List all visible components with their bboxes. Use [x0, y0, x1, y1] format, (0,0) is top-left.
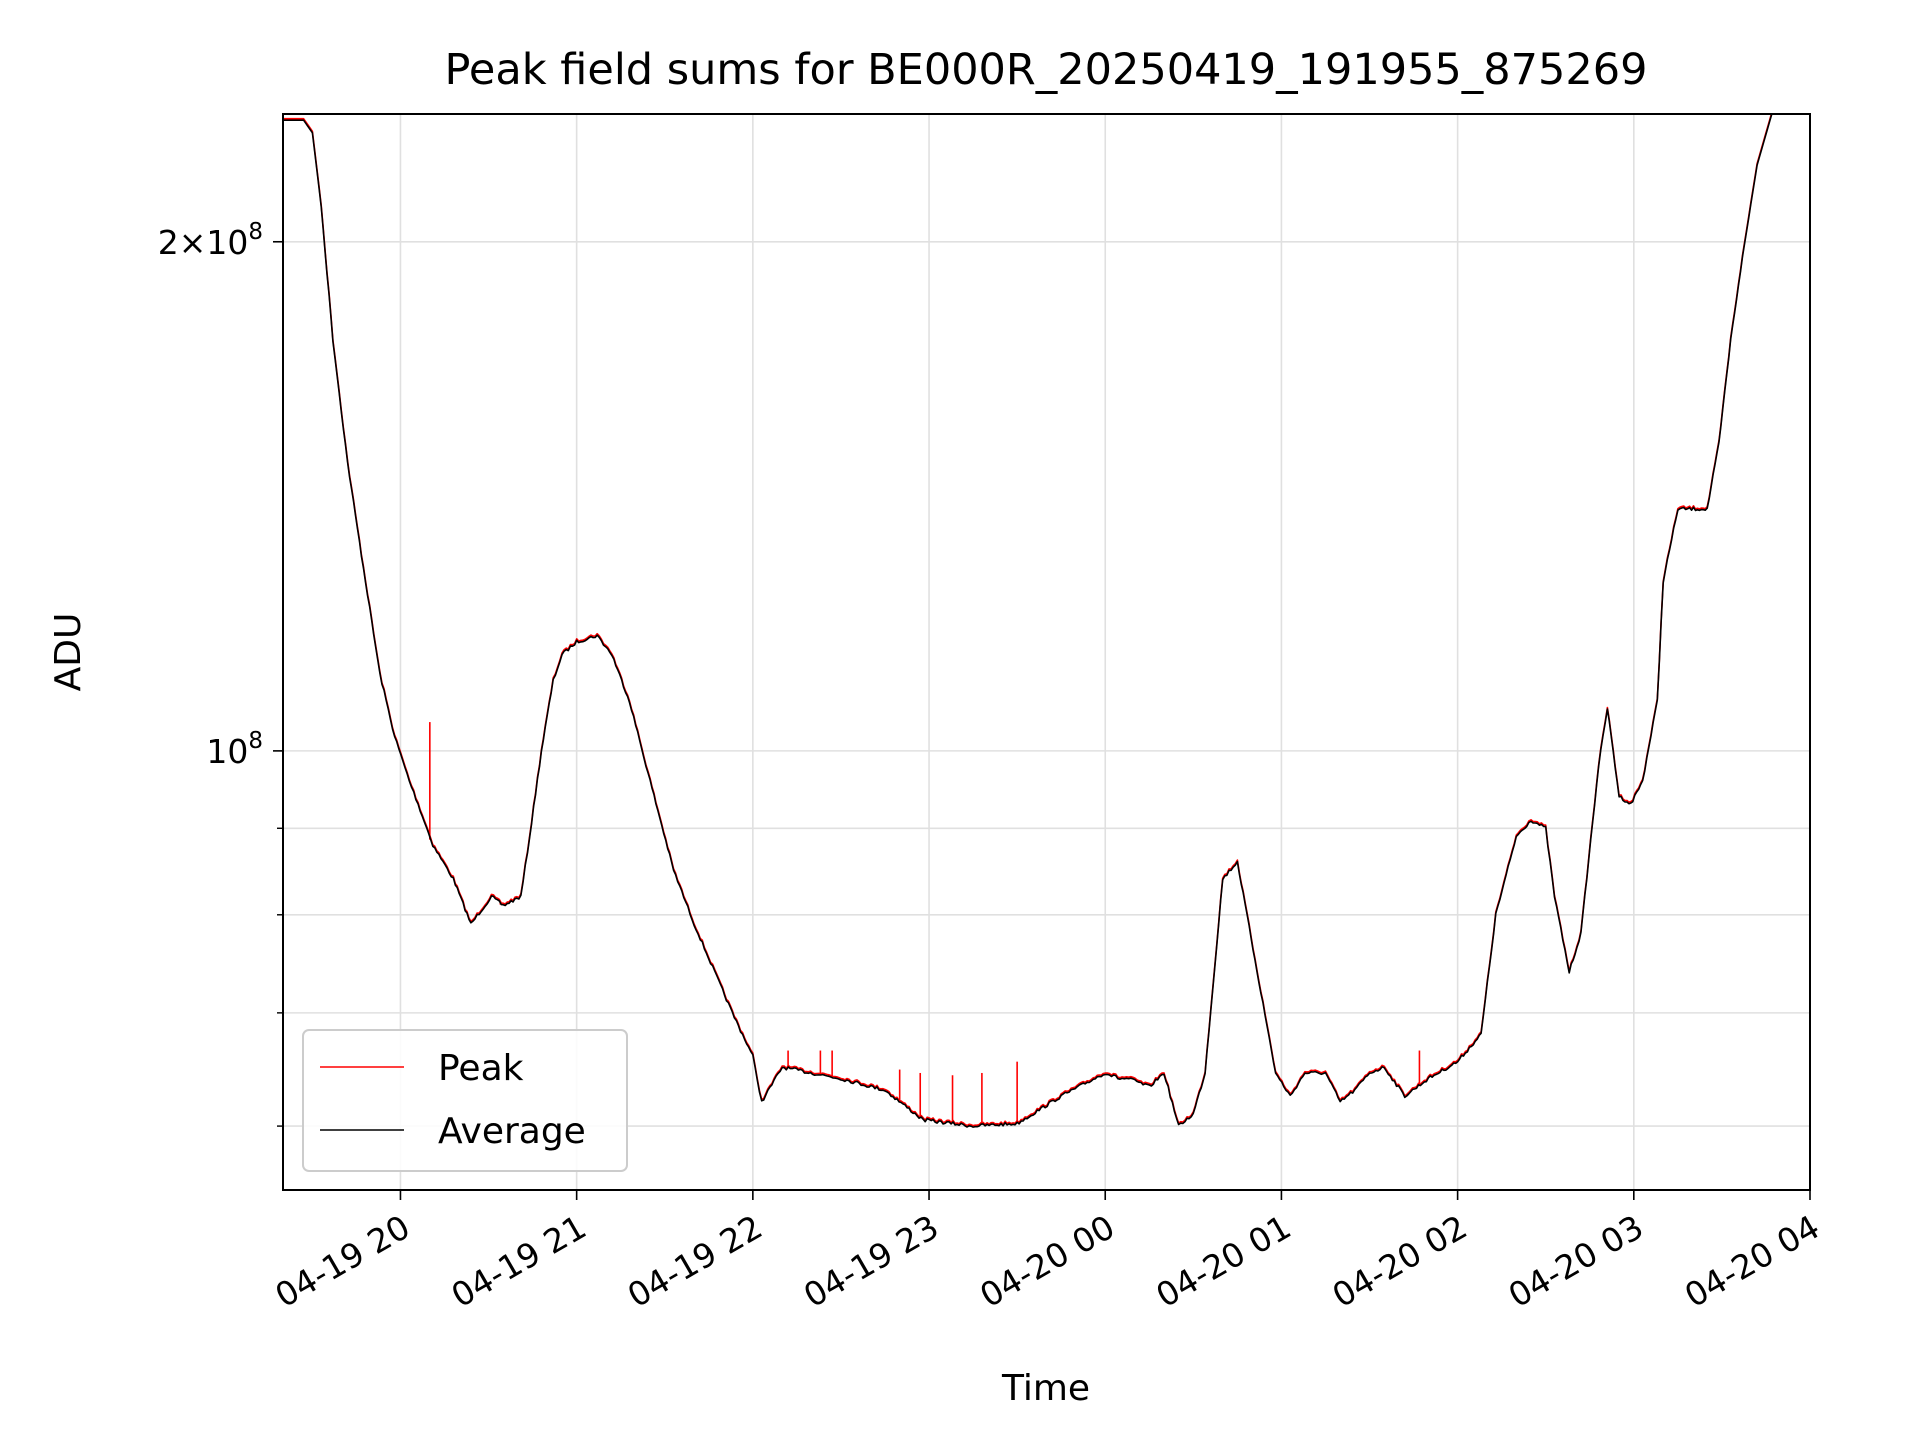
- x-axis-label: Time: [1001, 1368, 1090, 1409]
- series-layer: [283, 114, 1773, 1128]
- y-tick-label: 2×108: [158, 219, 263, 262]
- y-tick-label: 108: [206, 728, 263, 771]
- legend-box: [302, 1029, 628, 1172]
- plot-frame: [282, 113, 1811, 1191]
- legend-label-peak: Peak: [438, 1048, 524, 1089]
- y-axis-label: ADU: [48, 613, 89, 692]
- legend: Peak Average: [302, 1029, 628, 1172]
- y-axis-ticks: 108 2×108: [158, 219, 283, 1127]
- chart-title: Peak field sums for BE000R_20250419_1919…: [445, 45, 1648, 95]
- legend-label-average: Average: [438, 1111, 586, 1152]
- series-line-average: [283, 114, 1773, 1128]
